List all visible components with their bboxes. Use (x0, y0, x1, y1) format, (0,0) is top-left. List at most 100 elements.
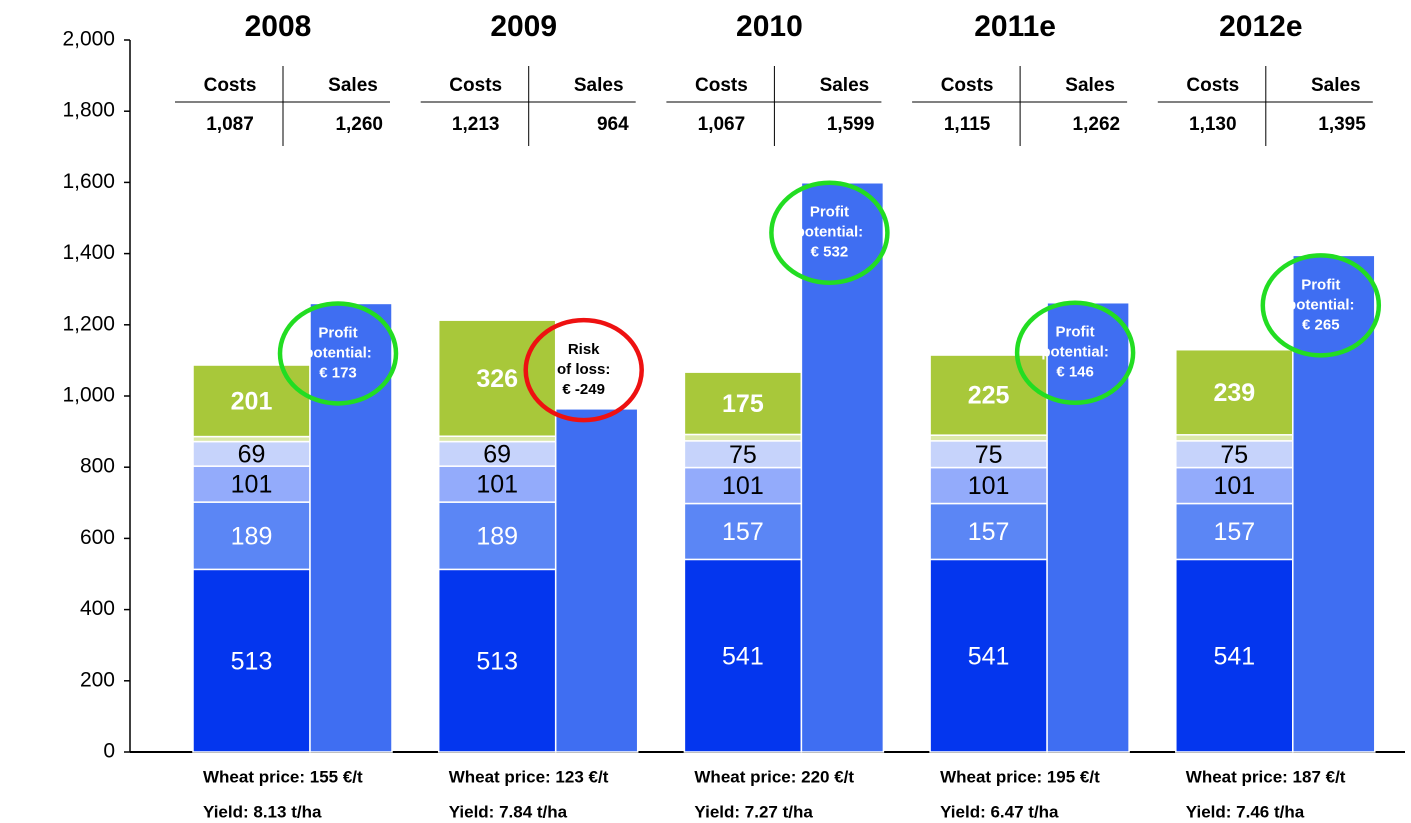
footer-yield: Yield: 7.27 t/ha (694, 802, 813, 821)
y-tick-label: 1,600 (62, 170, 115, 193)
header-costs: Costs (695, 75, 748, 96)
year-label: 2010 (736, 10, 803, 43)
annotation-text: Profit (1056, 324, 1095, 341)
footer-price: Wheat price: 220 €/t (694, 767, 854, 786)
cost-segment (192, 568, 311, 753)
segment-label: 101 (231, 471, 273, 499)
segment-label: 101 (722, 472, 764, 500)
y-tick-label: 1,800 (62, 99, 115, 122)
header-costs: Costs (941, 75, 994, 96)
segment-label: 75 (975, 441, 1003, 469)
year-label: 2009 (490, 10, 557, 43)
footer-price: Wheat price: 187 €/t (1186, 767, 1346, 786)
annotation-text: Profit (810, 204, 849, 221)
cost-segment (1175, 434, 1294, 442)
segment-label: 175 (722, 390, 764, 418)
y-tick-label: 400 (80, 597, 115, 620)
cost-segment (437, 568, 557, 753)
cost-segment (437, 435, 557, 443)
y-tick-label: 600 (80, 526, 115, 549)
segment-label: 541 (968, 642, 1010, 670)
y-tick-label: 200 (80, 668, 115, 691)
sales-bar (1292, 254, 1376, 753)
annotation-text: potential: (1287, 296, 1355, 313)
footer-price: Wheat price: 155 €/t (203, 767, 363, 786)
cost-total: 1,213 (452, 114, 500, 135)
header-costs: Costs (449, 75, 502, 96)
cost-segment (683, 433, 803, 442)
segment-label: 75 (729, 441, 757, 469)
annotation-text: € 173 (319, 364, 357, 381)
footer-yield: Yield: 7.84 t/ha (449, 802, 568, 821)
annotation-circle (1260, 253, 1382, 358)
header-sales: Sales (820, 75, 870, 96)
cost-segment (1175, 348, 1294, 436)
annotation-text: € 532 (811, 244, 849, 261)
segment-label: 513 (476, 647, 518, 675)
footer-yield: Yield: 8.13 t/ha (203, 802, 322, 821)
y-tick-label: 2,000 (62, 28, 115, 51)
cost-segment (437, 501, 557, 571)
sales-total: 964 (597, 114, 629, 135)
cost-segment (192, 440, 311, 467)
annotation-text: potential: (304, 344, 372, 361)
cost-segment (929, 434, 1048, 442)
segment-label: 225 (968, 382, 1010, 410)
cost-segment (437, 440, 557, 467)
sales-bar (309, 302, 393, 753)
segment-label: 101 (1213, 472, 1255, 500)
cost-segment (929, 440, 1048, 469)
annotation-text: € 146 (1056, 364, 1094, 381)
sales-total: 1,262 (1073, 114, 1121, 135)
annotation-text: potential: (1041, 344, 1109, 361)
segment-label: 157 (968, 518, 1010, 546)
y-tick-label: 800 (80, 455, 115, 478)
sales-bar (554, 408, 639, 753)
cost-segment (929, 466, 1048, 505)
segment-label: 201 (231, 387, 273, 415)
year-label: 2008 (245, 10, 312, 43)
annotation-text: potential: (796, 224, 864, 241)
sales-bar (1046, 301, 1130, 753)
cost-segment (929, 558, 1048, 753)
y-tick-label: 1,000 (62, 384, 115, 407)
segment-label: 69 (238, 440, 266, 468)
segment-label: 75 (1220, 441, 1248, 469)
annotation-text: Risk (568, 341, 600, 358)
segment-label: 69 (483, 440, 511, 468)
cost-segment (929, 354, 1048, 436)
segment-label: 101 (968, 472, 1010, 500)
segment-label: 189 (476, 522, 518, 550)
header-sales: Sales (328, 75, 378, 96)
y-tick-label: 1,200 (62, 312, 115, 335)
footer-price: Wheat price: 195 €/t (940, 767, 1100, 786)
sales-total: 1,260 (335, 114, 383, 135)
segment-label: 157 (722, 518, 764, 546)
cost-segment (683, 502, 803, 561)
footer-yield: Yield: 6.47 t/ha (940, 802, 1059, 821)
annotation-circle (277, 301, 399, 406)
segment-label: 189 (231, 522, 273, 550)
y-tick-label: 1,400 (62, 241, 115, 264)
annotation-circle (769, 180, 890, 286)
sales-total: 1,599 (827, 114, 875, 135)
cost-segment (1175, 558, 1294, 753)
cost-total: 1,067 (698, 114, 746, 135)
y-tick-label: 0 (103, 740, 115, 763)
segment-label: 513 (231, 647, 273, 675)
cost-segment (192, 465, 311, 503)
cost-total: 1,115 (944, 114, 991, 135)
year-label: 2011e (974, 10, 1056, 43)
annotation-text: of loss: (557, 361, 610, 378)
segment-label: 541 (722, 642, 764, 670)
sales-total: 1,395 (1318, 114, 1366, 135)
year-label: 2012e (1219, 10, 1302, 43)
segment-label: 239 (1213, 379, 1255, 407)
annotation-text: Profit (1301, 276, 1340, 293)
header-sales: Sales (1065, 75, 1115, 96)
sales-bar (800, 182, 885, 753)
header-sales: Sales (1311, 75, 1361, 96)
header-costs: Costs (204, 75, 257, 96)
segment-label: 541 (1213, 642, 1255, 670)
